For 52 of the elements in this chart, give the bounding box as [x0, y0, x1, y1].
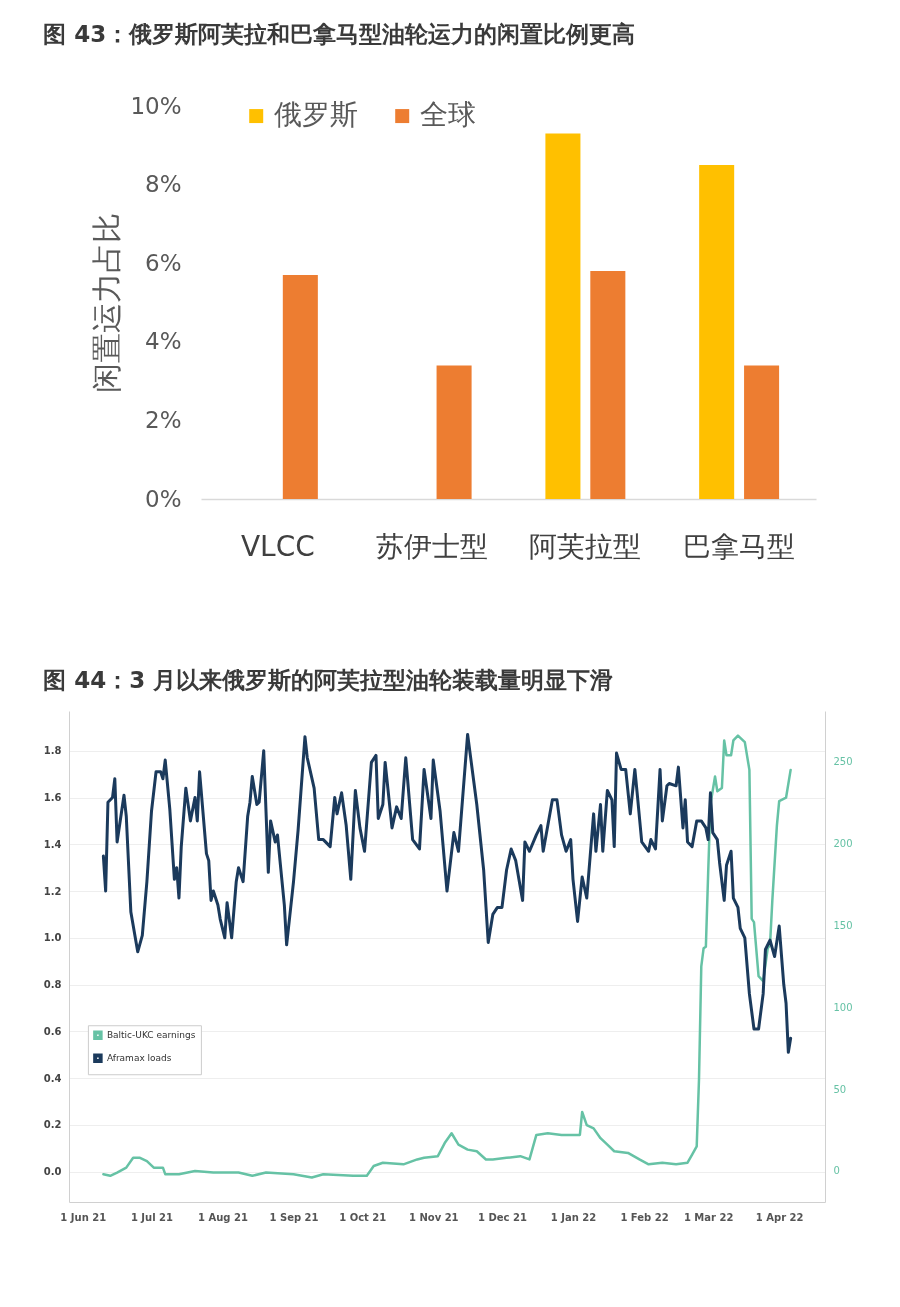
x-tick-label: 巴拿马型 — [683, 529, 796, 563]
y-tick-label: 0% — [145, 485, 182, 512]
y2-tick-label: 0 — [833, 1165, 840, 1177]
legend-label: Aframax loads — [106, 1053, 172, 1064]
y-tick-label: 2% — [145, 406, 182, 433]
x-tick-label: 苏伊士型 — [375, 529, 488, 563]
x-tick-label: 1 Jun 21 — [60, 1211, 107, 1223]
y-tick-label: 1.8 — [43, 745, 62, 757]
x-tick-label: 1 Jul 21 — [130, 1211, 174, 1223]
y2-tick-label: 100 — [833, 1001, 853, 1013]
x-tick-label: 1 Apr 22 — [755, 1211, 804, 1223]
y-tick-label: 4% — [145, 328, 182, 355]
y-tick-label: 8% — [145, 171, 182, 198]
chart-title: 图 44：3 月以来俄罗斯的阿芙拉型油轮装载量明显下滑 — [43, 667, 614, 693]
bar — [545, 133, 581, 499]
y-tick-label: 10% — [130, 92, 182, 119]
y-tick-label: 1.6 — [43, 792, 62, 804]
y-tick-label: 0.0 — [43, 1166, 62, 1178]
legend-label: 全球 — [420, 98, 477, 132]
bar — [699, 164, 735, 499]
y2-tick-label: 150 — [833, 919, 853, 931]
x-tick-label: 1 Feb 22 — [620, 1211, 669, 1223]
y-tick-label: 1.0 — [43, 932, 62, 944]
bar — [744, 365, 780, 499]
x-tick-label: 1 Jan 22 — [550, 1211, 597, 1223]
y-tick-label: 1.2 — [43, 885, 62, 897]
y-tick-label: 0.4 — [43, 1072, 62, 1084]
x-tick-label: 1 Aug 21 — [198, 1211, 248, 1223]
x-tick-label: 1 Sep 21 — [269, 1211, 319, 1223]
legend-label: 俄罗斯 — [274, 98, 359, 132]
bar — [436, 365, 472, 499]
x-tick-label: VLCC — [240, 529, 315, 563]
x-tick-label: 1 Nov 21 — [408, 1211, 459, 1223]
y2-tick-label: 50 — [833, 1083, 847, 1095]
bar — [590, 271, 626, 499]
y-tick-label: 1.4 — [43, 838, 62, 850]
line-series — [102, 734, 792, 1179]
x-tick-label: 1 Mar 22 — [683, 1211, 734, 1223]
legend-label: Baltic-UKC earnings — [106, 1030, 196, 1041]
y-tick-label: 0.2 — [43, 1119, 62, 1131]
y2-tick-label: 200 — [833, 838, 853, 850]
x-tick-label: 1 Dec 21 — [478, 1211, 527, 1223]
bar — [282, 274, 318, 499]
y-tick-label: 6% — [145, 249, 182, 276]
chart-title: 图 43：俄罗斯阿芙拉和巴拿马型油轮运力的闲置比例更高 — [43, 21, 636, 47]
y-axis-title: 闲置运力占比 — [89, 213, 125, 393]
x-tick-label: 1 Oct 21 — [339, 1211, 387, 1223]
line-series — [101, 732, 793, 1054]
x-tick-label: 阿芙拉型 — [529, 529, 642, 563]
y-tick-label: 0.8 — [43, 979, 62, 991]
y2-tick-label: 250 — [833, 756, 853, 768]
y-tick-label: 0.6 — [43, 1025, 62, 1037]
